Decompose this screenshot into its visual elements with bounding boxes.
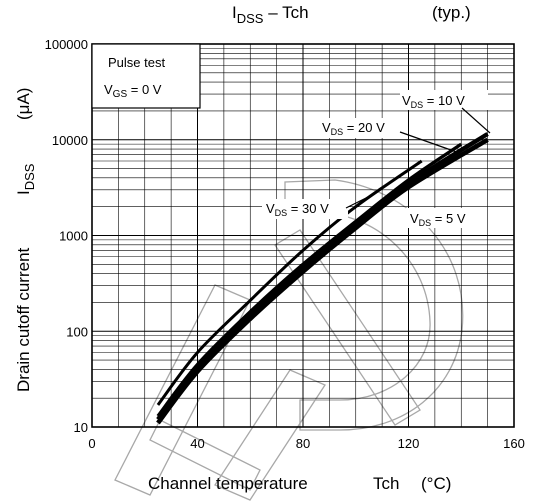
annotation-bg-30v bbox=[262, 199, 348, 219]
legend-line-2: VGS = 0 V bbox=[104, 82, 162, 100]
chart-title-typ: (typ.) bbox=[432, 3, 471, 22]
y-tick-label: 10 bbox=[74, 420, 88, 435]
y-tick-label: 100000 bbox=[45, 37, 88, 52]
leader-30v bbox=[345, 195, 371, 209]
y-tick-label: 100 bbox=[66, 324, 88, 339]
plot-frame bbox=[91, 43, 515, 428]
x-axis-unit: (°C) bbox=[421, 474, 451, 493]
y-axis-label: Drain cutoff current bbox=[14, 247, 33, 392]
chart-title: IDSS – Tch bbox=[232, 3, 309, 26]
annotation-vds-5v: VDS = 5 V bbox=[410, 211, 466, 228]
annotation-bg-5v bbox=[406, 208, 478, 228]
annotation-bg-20v bbox=[318, 118, 402, 138]
watermark-bar-2 bbox=[214, 369, 326, 501]
leader-10v bbox=[461, 107, 491, 134]
y-tick-label: 10000 bbox=[52, 133, 88, 148]
legend-box: Pulse test VGS = 0 V bbox=[91, 43, 201, 109]
y-axis-symbol: IDSS bbox=[14, 163, 37, 195]
annotations: VDS = 10 V VDS = 20 V VDS = 30 V VDS = 5… bbox=[262, 90, 491, 228]
annotation-bg-10v bbox=[400, 90, 488, 110]
y-axis-unit: (μA) bbox=[14, 88, 33, 120]
annotation-vds-30v: VDS = 30 V bbox=[266, 201, 329, 218]
annotation-vds-10v: VDS = 10 V bbox=[402, 93, 465, 110]
watermark-ring bbox=[284, 179, 464, 431]
series-line-2 bbox=[156, 132, 489, 421]
x-tick-label: 160 bbox=[503, 436, 525, 451]
legend-frame bbox=[91, 43, 201, 109]
tick-labels: 0 40 80 120 160 10 100 1000 10000 100000 bbox=[45, 37, 525, 451]
x-tick-label: 120 bbox=[398, 436, 420, 451]
watermark-bar-4 bbox=[149, 419, 261, 491]
series-group bbox=[156, 132, 489, 425]
x-axis-label: Channel temperature bbox=[148, 474, 308, 493]
x-tick-label: 80 bbox=[296, 436, 310, 451]
leader-20v bbox=[399, 131, 466, 156]
annotation-vds-20v: VDS = 20 V bbox=[322, 120, 385, 137]
series-line-3 bbox=[156, 137, 489, 425]
watermark-bar-3 bbox=[274, 229, 421, 426]
x-axis-symbol: Tch bbox=[373, 474, 399, 493]
x-tick-label: 0 bbox=[88, 436, 95, 451]
watermark-bar-1 bbox=[114, 284, 251, 496]
series-line-0 bbox=[156, 159, 423, 406]
x-tick-label: 40 bbox=[190, 436, 204, 451]
legend-line-1: Pulse test bbox=[108, 55, 165, 70]
y-tick-label: 1000 bbox=[59, 229, 88, 244]
